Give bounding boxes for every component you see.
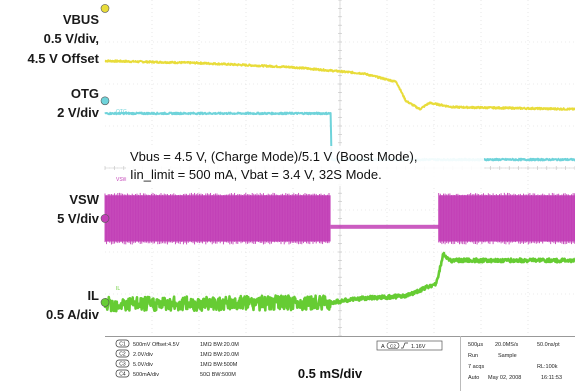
ch1-impedance: 1MΩ BW:20.0M [200,342,239,348]
vsw-marker [100,214,110,223]
channel-markers [100,4,110,307]
vsw-channel-tag: VSW [116,177,128,183]
acquisition-readout: 500µs 20.0MS/s 50.0ns/pt Run Sample 7 ac… [468,342,562,381]
vbus-scale: 0.5 V/div, [44,31,99,46]
svg-text:7 acqs: 7 acqs [468,364,484,370]
ch3-impedance: 1MΩ BW:500M [200,362,238,368]
otg-marker [100,96,110,106]
ch3-row: C3 5.0V/div 1MΩ BW:500M [115,359,238,368]
vsw-trace-pause [330,224,439,229]
vsw-trace-burst [105,195,331,242]
svg-text:C4: C4 [119,372,126,378]
vbus-offset: 4.5 V Offset [27,51,99,66]
annotation-line-2: Iin_limit = 500 mA, Vbat = 3.4 V, 32S Mo… [130,167,382,182]
ch1-setting: 500mV Offset:4.5V [133,342,180,348]
status-bar: C1 500mV Offset:4.5V 1MΩ BW:20.0M C2 2.0… [105,336,575,391]
ch3-setting: 5.0V/div [133,362,153,368]
ch2-row: C2 2.0V/div 1MΩ BW:20.0M [115,349,239,358]
ch4-impedance: 50Ω BW:500M [200,372,236,378]
traces [103,59,575,313]
svg-text:May 02, 2008: May 02, 2008 [488,375,521,381]
svg-text:A: A [381,344,385,350]
svg-text:Sample: Sample [498,353,517,359]
vbus-trace [104,59,575,111]
svg-text:C1: C1 [119,342,126,348]
vsw-scale: 5 V/div [57,211,100,226]
timebase-label: 0.5 mS/div [298,366,363,381]
il-label: IL [87,288,99,303]
trigger-readout: A C2 1.16V [376,340,443,351]
il-trace [103,251,575,313]
otg-scale: 2 V/div [57,105,100,120]
il-channel-tag: IL [116,286,120,292]
trigger-source: C2 [390,343,396,349]
svg-text:16:11:53: 16:11:53 [541,375,562,381]
ch1-row: C1 500mV Offset:4.5V 1MΩ BW:20.0M [115,339,239,348]
ch4-setting: 500mA/div [133,372,159,378]
otg-channel-tag: OTG [116,109,127,115]
svg-text:RL:100k: RL:100k [537,364,558,370]
annotation-line-1: Vbus = 4.5 V, (Charge Mode)/5.1 V (Boost… [130,149,417,164]
vbus-marker [100,4,110,13]
il-marker [100,298,110,307]
svg-text:50.0ns/pt: 50.0ns/pt [537,342,560,348]
ch2-impedance: 1MΩ BW:20.0M [200,352,239,358]
svg-text:20.0MS/s: 20.0MS/s [495,342,518,348]
ch4-row: C4 500mA/div 50Ω BW:500M [115,369,236,378]
il-scale: 0.5 A/div [46,307,100,322]
svg-text:Auto: Auto [468,375,479,381]
vsw-label: VSW [69,192,99,207]
svg-text:500µs: 500µs [468,342,483,348]
svg-text:Run: Run [468,353,478,359]
trigger-level: 1.16V [411,344,426,350]
svg-text:C2: C2 [119,352,126,358]
vbus-label: VBUS [63,12,99,27]
ch2-setting: 2.0V/div [133,352,153,358]
otg-label: OTG [71,86,99,101]
rising-edge-icon [401,342,408,349]
svg-text:C3: C3 [119,362,126,368]
